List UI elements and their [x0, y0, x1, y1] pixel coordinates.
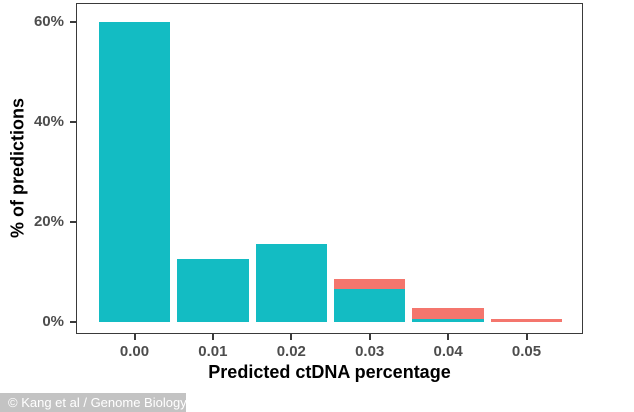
x-axis-title: Predicted ctDNA percentage [208, 362, 451, 382]
x-tick-label: 0.02 [276, 343, 306, 360]
y-tick-mark [70, 20, 76, 23]
y-tick-label: 0% [42, 312, 64, 330]
y-tick-mark [70, 220, 76, 223]
bar-0.02-teal [255, 243, 328, 322]
x-tick-label: 0.01 [198, 343, 228, 360]
bar-0.04-salmon [412, 308, 484, 319]
x-tick-mark [290, 334, 293, 340]
y-tick-mark [70, 320, 76, 323]
x-tick-label: 0.04 [433, 343, 463, 360]
y-tick-mark [70, 120, 76, 123]
x-tick-mark [525, 334, 528, 340]
y-tick-label: 60% [33, 12, 64, 30]
x-tick-mark [447, 334, 450, 340]
x-tick-label: 0.00 [119, 343, 150, 360]
y-tick-label: 40% [33, 112, 64, 130]
x-tick-label: 0.05 [511, 343, 542, 360]
x-tick-mark [211, 334, 214, 340]
x-tick-label: 0.03 [355, 343, 385, 360]
bar-0.03-salmon [333, 278, 406, 290]
bar-0.03-teal [333, 289, 406, 322]
watermark-credit: © Kang et al / Genome Biology [0, 393, 187, 412]
plot-panel [76, 3, 583, 334]
bar-0.00-teal [98, 21, 171, 322]
x-tick-mark [368, 334, 371, 340]
bar-0.01-teal [177, 258, 249, 322]
y-tick-label: 20% [33, 212, 64, 230]
bar-0.04-teal [412, 318, 484, 322]
bar-0.05-salmon [490, 319, 563, 322]
x-tick-mark [133, 334, 136, 340]
